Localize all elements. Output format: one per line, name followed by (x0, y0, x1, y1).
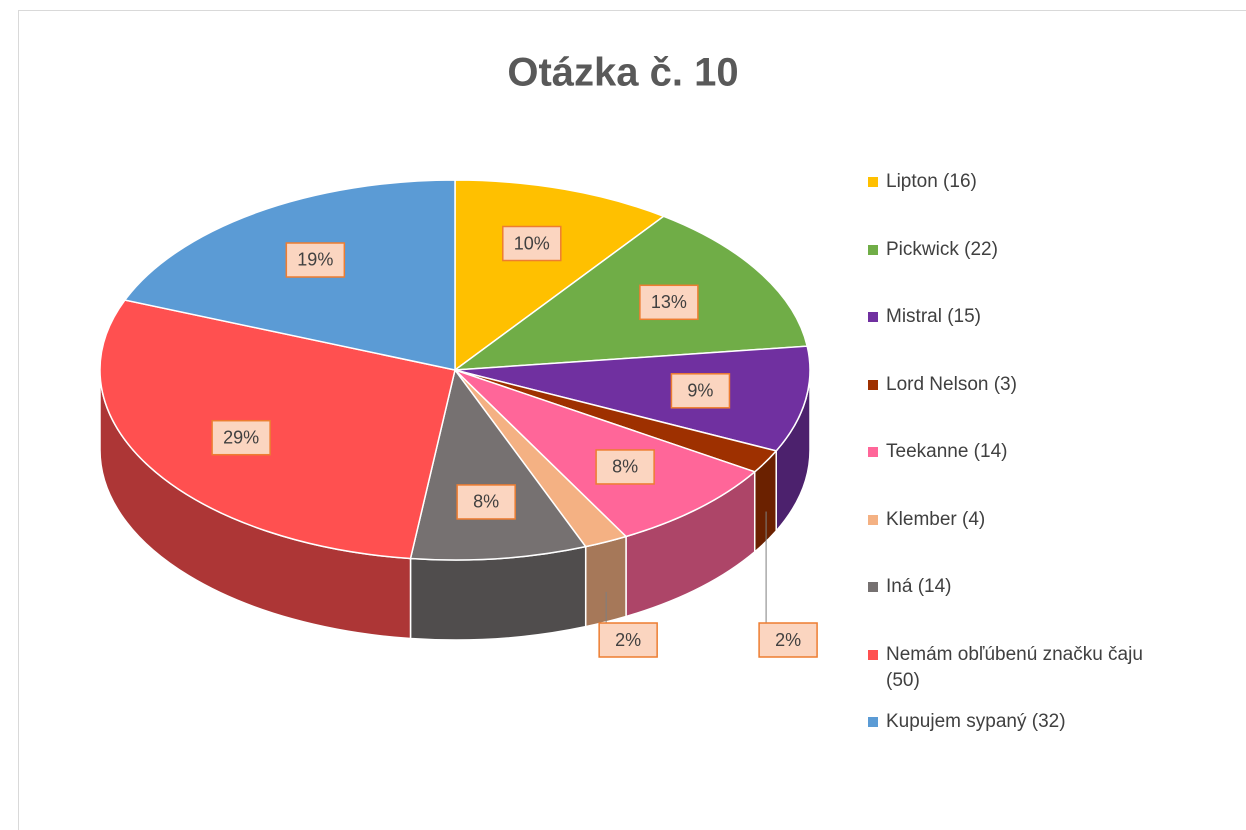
legend-item: Lipton (16) (868, 169, 1168, 195)
data-label-box (670, 373, 731, 409)
legend-label: Mistral (15) (886, 306, 982, 327)
legend-label: Kupujem sypaný (32) (886, 711, 1066, 732)
data-label-box (211, 419, 271, 456)
data-label-box (456, 484, 516, 520)
legend-swatch (868, 447, 878, 457)
legend-item: Lord Nelson (3) (868, 372, 1168, 398)
data-label: 10% (514, 233, 550, 253)
data-label-box (285, 242, 346, 278)
legend-item: Iná (14) (868, 574, 1168, 600)
legend-swatch (868, 649, 878, 660)
legend-swatch (868, 717, 878, 727)
legend-label: Pickwick (22) (886, 238, 998, 260)
data-label: 19% (297, 250, 333, 270)
legend-item: Pickwick (22) (868, 237, 1168, 263)
legend-label: Klember (4) (886, 508, 986, 530)
legend-label: Lord Nelson (3) (886, 373, 1017, 395)
legend-swatch (868, 379, 878, 390)
legend-label: Teekanne (14) (886, 441, 1008, 462)
legend-label: Nemám obľúbenú značku čaju (50) (886, 643, 1143, 691)
legend-item: Kupujem sypaný (32) (868, 709, 1168, 735)
chart-title: Otázka č. 10 (507, 51, 738, 95)
slice-side (409, 545, 587, 641)
legend-label: Lipton (16) (886, 171, 977, 192)
data-label: 8% (473, 492, 499, 512)
chart-frame (18, 10, 1246, 830)
legend-label: Iná (14) (886, 576, 952, 597)
data-label: 29% (223, 427, 259, 447)
slice (99, 299, 456, 560)
data-label: 13% (651, 292, 687, 312)
data-label: 8% (612, 457, 638, 477)
legend-swatch (868, 514, 878, 525)
legend-swatch (868, 582, 878, 592)
legend-item: Teekanne (14) (868, 439, 1168, 465)
legend-swatch (868, 244, 878, 255)
data-label-box (595, 449, 655, 485)
data-label-box (639, 284, 699, 321)
data-label: 2% (615, 630, 641, 650)
slice (409, 368, 587, 561)
data-label: 2% (775, 630, 801, 650)
legend-swatch (868, 312, 878, 322)
legend-item: Mistral (15) (868, 304, 1168, 330)
legend-item: Klember (4) (868, 507, 1168, 533)
data-label-box (758, 622, 818, 658)
legend-swatch (868, 177, 878, 187)
data-label: 9% (687, 381, 713, 401)
data-label-box (502, 225, 562, 262)
legend-item: Nemám obľúbenú značku čaju (50) (868, 642, 1168, 694)
slice (454, 345, 811, 452)
slice (452, 215, 809, 371)
data-label-box (598, 622, 658, 658)
